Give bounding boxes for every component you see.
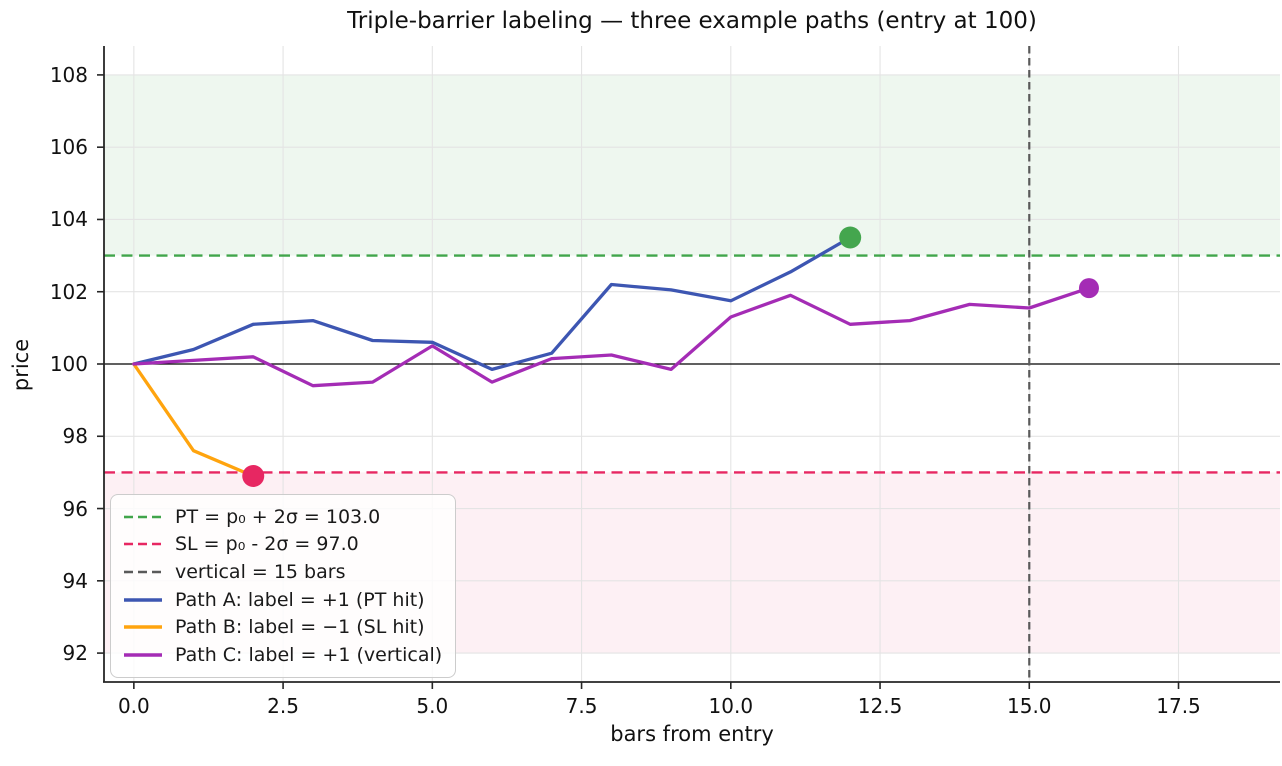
x-tick-label: 7.5	[565, 694, 598, 718]
y-tick-label: 108	[49, 62, 88, 87]
legend-line-sample	[124, 543, 162, 546]
vertical-exit-marker	[1078, 278, 1099, 299]
y-tick-label: 104	[49, 207, 88, 232]
legend-line-sample	[124, 653, 162, 657]
legend-item: vertical = 15 bars	[123, 559, 443, 586]
y-tick-label: 98	[62, 424, 88, 449]
legend-line-sample	[124, 515, 162, 519]
x-tick-label: 12.5	[857, 694, 903, 718]
legend-label: Path A: label = +1 (PT hit)	[175, 588, 425, 611]
sl-hit-marker	[242, 465, 265, 488]
x-tick-label: 5.0	[416, 694, 449, 718]
legend-label: Path C: label = +1 (vertical)	[175, 644, 443, 667]
legend-label: PT = p₀ + 2σ = 103.0	[175, 505, 381, 528]
legend-item: Path A: label = +1 (PT hit)	[123, 586, 443, 613]
legend-item: SL = p₀ - 2σ = 97.0	[123, 531, 443, 558]
legend-line-sample	[124, 570, 162, 574]
y-tick-label: 106	[49, 135, 88, 160]
legend-label: Path B: label = −1 (SL hit)	[175, 616, 425, 639]
path-a-line	[132, 235, 852, 372]
x-tick-label: 2.5	[267, 694, 299, 718]
x-tick-label: 0.0	[117, 694, 150, 718]
legend-item: Path C: label = +1 (vertical)	[123, 642, 443, 669]
path-c-line	[132, 286, 1091, 388]
x-tick-label: 17.5	[1156, 694, 1201, 718]
path-b-line	[132, 362, 255, 478]
x-tick-label: 15.0	[1007, 694, 1052, 718]
y-tick-label: 94	[62, 568, 88, 593]
legend-line-sample	[124, 597, 162, 602]
legend-item: PT = p₀ + 2σ = 103.0	[123, 503, 443, 530]
y-tick-label: 92	[62, 641, 88, 666]
y-tick-label: 102	[49, 279, 88, 304]
profit-take-band	[104, 74, 1280, 256]
legend-line-sample	[124, 625, 162, 630]
chart-title: Triple-barrier labeling — three example …	[347, 8, 1037, 34]
y-tick-label: 96	[62, 496, 88, 521]
legend-label: SL = p₀ - 2σ = 97.0	[175, 533, 359, 556]
x-axis-label: bars from entry	[610, 722, 774, 746]
legend-label: vertical = 15 bars	[175, 561, 346, 584]
pt-hit-marker	[839, 226, 862, 249]
legend-item: Path B: label = −1 (SL hit)	[123, 614, 443, 641]
legend: PT = p₀ + 2σ = 103.0 SL = p₀ - 2σ = 97.0 v…	[110, 494, 456, 678]
x-tick-label: 10.0	[708, 694, 754, 718]
y-tick-label: 100	[49, 352, 88, 376]
